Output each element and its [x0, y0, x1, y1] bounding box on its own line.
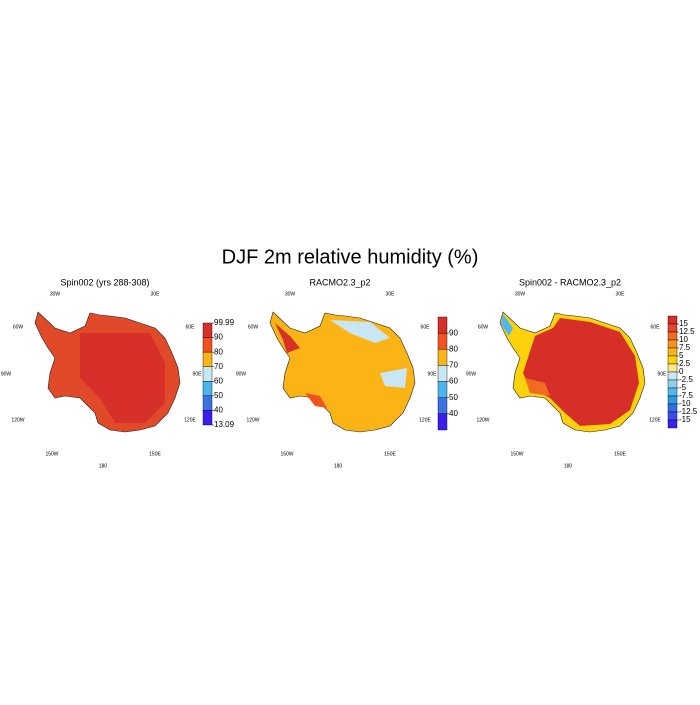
coordinate-label: 180 [564, 463, 573, 469]
colorbar-segment [667, 395, 678, 405]
colorbar-segment [437, 413, 448, 431]
colorbar-label: 70 [214, 362, 223, 371]
coordinate-label: 60E [421, 324, 431, 330]
colorbar-label: -15 [679, 415, 691, 424]
coordinate-label: 150E [614, 451, 626, 457]
colorbar-segment [202, 381, 213, 397]
coordinate-label: 90E [193, 371, 203, 377]
colorbar-label: -7.5 [679, 391, 693, 400]
colorbar-label: 80 [449, 344, 458, 353]
colorbar-segment [667, 363, 678, 373]
coordinate-label: 120W [476, 417, 489, 423]
coordinate-label: 150E [149, 451, 161, 457]
coordinate-label: 60W [13, 324, 24, 330]
colorbar-segment [667, 331, 678, 341]
coordinate-label: 120W [11, 417, 24, 423]
coordinate-label: 30W [285, 291, 296, 297]
coordinate-label: 30W [515, 291, 526, 297]
colorbar-label: 70 [449, 361, 458, 370]
coordinate-label: 180 [99, 463, 108, 469]
panel-title: Spin002 (yrs 288-308) [60, 277, 149, 287]
figure-title: DJF 2m relative humidity (%) [222, 246, 479, 268]
colorbar-segment [667, 371, 678, 381]
colorbar-segment [667, 315, 678, 325]
coordinate-label: 90E [658, 371, 668, 377]
coordinate-label: 30E [151, 291, 161, 297]
colorbar-label: 90 [449, 328, 458, 337]
colorbar-label: 5 [679, 351, 684, 360]
colorbar-label: 60 [214, 376, 223, 385]
colorbar-label: -2.5 [679, 375, 693, 384]
coordinate-label: 120E [649, 417, 661, 423]
colorbar-label: 80 [214, 347, 223, 356]
coordinate-label: 60W [248, 324, 259, 330]
colorbar-label: 90 [214, 333, 223, 342]
colorbar-label: -12.5 [679, 407, 698, 416]
colorbar-label: 2.5 [679, 359, 691, 368]
colorbar-segment [437, 365, 448, 382]
colorbar-segment [667, 419, 678, 429]
coordinate-label: 150W [45, 451, 58, 457]
coordinate-label: 120E [419, 417, 431, 423]
map [499, 311, 646, 433]
colorbar-label: 40 [214, 406, 223, 415]
colorbar-segment [437, 349, 448, 366]
colorbar-segment [667, 339, 678, 349]
colorbar-segment [667, 411, 678, 421]
map [269, 311, 416, 433]
colorbar-label: 50 [214, 391, 223, 400]
colorbar-segment [202, 395, 213, 411]
colorbar-label: 0 [679, 367, 684, 376]
colorbar-label: 99.99 [214, 318, 235, 327]
coordinate-label: 60E [186, 324, 196, 330]
coordinate-label: 90E [428, 371, 438, 377]
colorbar-segment [667, 403, 678, 413]
colorbar-segment [437, 397, 448, 415]
colorbar-segment [202, 322, 213, 338]
coordinate-label: 150W [280, 451, 293, 457]
coordinate-label: 90W [466, 371, 477, 377]
panel-title: RACMO2.3_p2 [309, 277, 370, 287]
colorbar-label: -5 [679, 383, 687, 392]
colorbar-label: 7.5 [679, 343, 691, 352]
coordinate-label: 120E [184, 417, 196, 423]
colorbar-segment [437, 381, 448, 398]
colorbar-label: 13.09 [214, 420, 235, 429]
colorbar-segment [667, 355, 678, 365]
colorbar-segment [202, 351, 213, 367]
coordinate-label: 30W [50, 291, 61, 297]
colorbar-label: 40 [449, 409, 458, 418]
coordinate-label: 150W [510, 451, 523, 457]
colorbar-label: -10 [679, 399, 691, 408]
colorbar-label: 15 [679, 319, 688, 328]
panel-title: Spin002 - RACMO2.3_p2 [519, 277, 621, 287]
coordinate-label: 90W [236, 371, 247, 377]
coordinate-label: 150E [384, 451, 396, 457]
colorbar-segment [667, 347, 678, 357]
coordinate-label: 60W [478, 324, 489, 330]
colorbar-label: 50 [449, 393, 458, 402]
colorbar-segment [202, 410, 213, 426]
colorbar-segment [437, 332, 448, 350]
colorbar-segment [667, 323, 678, 333]
coordinate-label: 90W [1, 371, 12, 377]
colorbar-segment [667, 379, 678, 389]
coordinate-label: 30E [616, 291, 626, 297]
colorbar-segment [202, 337, 213, 353]
map [34, 311, 181, 433]
colorbar-label: 60 [449, 377, 458, 386]
coordinate-label: 180 [334, 463, 343, 469]
colorbar-segment [437, 316, 448, 334]
coordinate-label: 60E [651, 324, 661, 330]
colorbar-label: 12.5 [679, 327, 695, 336]
coordinate-label: 30E [386, 291, 396, 297]
colorbar-label: 10 [679, 335, 688, 344]
colorbar-segment [667, 387, 678, 397]
colorbar-segment [202, 366, 213, 382]
coordinate-label: 120W [246, 417, 259, 423]
